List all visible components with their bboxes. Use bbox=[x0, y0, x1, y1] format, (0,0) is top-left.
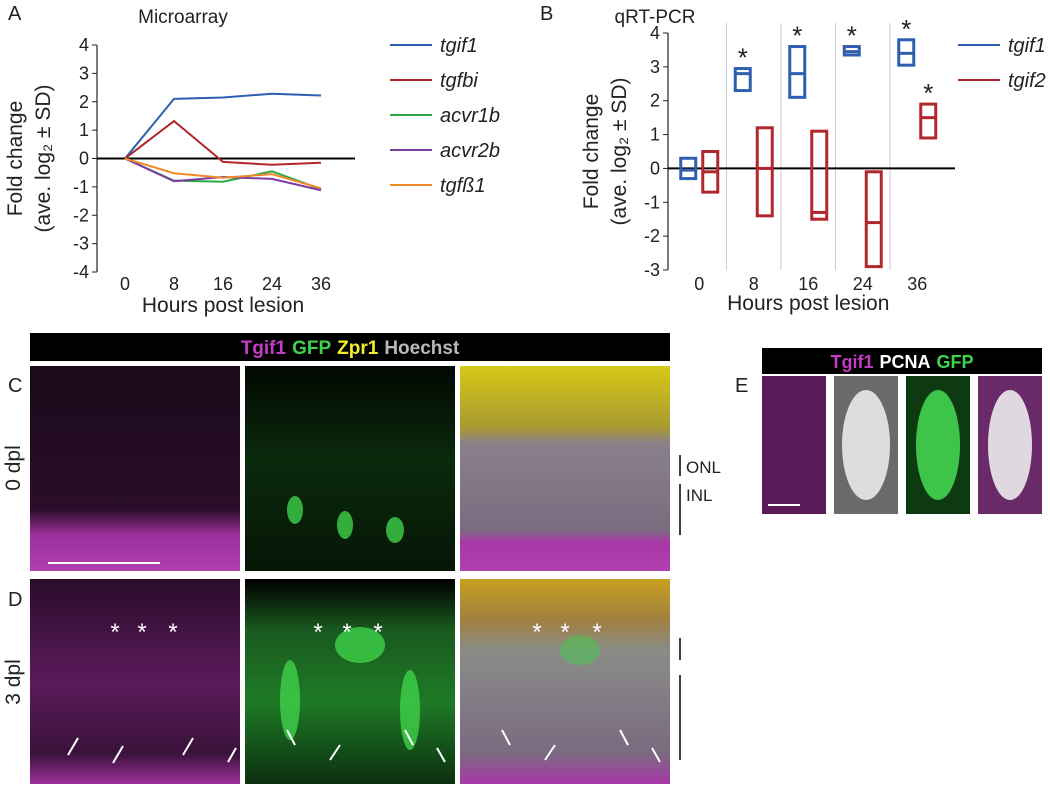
range-box bbox=[679, 156, 698, 181]
x-axis-label: Hours post lesion bbox=[727, 292, 889, 315]
legend-label: tgfß1 bbox=[440, 175, 486, 197]
header-word: Zpr1 bbox=[337, 338, 379, 359]
microscopy-panels bbox=[30, 333, 1042, 784]
x-tick-label: 0 bbox=[694, 274, 704, 294]
cell bbox=[988, 390, 1032, 500]
range-box bbox=[810, 129, 829, 221]
range-box bbox=[919, 102, 938, 140]
x-tick-label: 0 bbox=[120, 274, 130, 294]
y-axis-label: (ave. log₂ ± SD) bbox=[608, 77, 631, 225]
e-header-bar bbox=[762, 348, 1042, 374]
header-word: GFP bbox=[937, 352, 974, 372]
legend-label: acvr2b bbox=[440, 140, 500, 162]
panel-letter: C bbox=[8, 375, 22, 397]
x-tick-label: 8 bbox=[169, 274, 179, 294]
header-word: Hoechst bbox=[384, 338, 460, 359]
asterisk: * bbox=[168, 619, 177, 646]
range-box bbox=[755, 126, 774, 218]
image bbox=[762, 376, 826, 514]
asterisk: * bbox=[532, 619, 541, 646]
header-word: PCNA bbox=[879, 352, 930, 372]
y-tick-label: 3 bbox=[650, 57, 660, 77]
range-box bbox=[733, 67, 752, 93]
chart-title: Microarray bbox=[138, 7, 228, 28]
layer-label: INL bbox=[686, 486, 712, 505]
x-tick-label: 24 bbox=[262, 274, 282, 294]
significance: * bbox=[792, 21, 802, 51]
header-text: Tgif1 PCNA GFP bbox=[830, 352, 973, 372]
line bbox=[124, 92, 322, 160]
legend-label: tgif1 bbox=[440, 35, 478, 57]
cell bbox=[916, 390, 960, 500]
range-box bbox=[864, 170, 883, 269]
image bbox=[245, 366, 455, 571]
x-tick-label: 8 bbox=[749, 274, 759, 294]
y-axis-label: (ave. log₂ ± SD) bbox=[32, 84, 55, 232]
y-tick-label: -1 bbox=[73, 177, 89, 197]
x-tick-label: 36 bbox=[311, 274, 331, 294]
panel-letter: E bbox=[735, 375, 748, 397]
range-box bbox=[788, 45, 807, 99]
panel-letter: A bbox=[8, 3, 22, 25]
y-tick-label: -4 bbox=[73, 262, 89, 282]
asterisk: * bbox=[560, 619, 569, 646]
x-tick-label: 24 bbox=[853, 274, 873, 294]
asterisk: * bbox=[373, 619, 382, 646]
arrows bbox=[67, 729, 661, 764]
significance: * bbox=[738, 43, 748, 73]
cell bbox=[842, 390, 890, 500]
legend-label: acvr1b bbox=[440, 105, 500, 127]
row-label: 3 dpl bbox=[2, 659, 25, 705]
legend-label: tgif2 bbox=[1008, 70, 1046, 92]
image bbox=[30, 366, 240, 571]
y-tick-label: 0 bbox=[79, 149, 89, 169]
y-tick-label: 1 bbox=[79, 120, 89, 140]
x-tick-label: 16 bbox=[213, 274, 233, 294]
y-tick-label: 2 bbox=[79, 92, 89, 112]
y-tick-label: 1 bbox=[650, 125, 660, 145]
chart-title: qRT-PCR bbox=[615, 7, 696, 28]
header-word: Tgif1 bbox=[241, 338, 287, 359]
y-tick-label: 2 bbox=[650, 91, 660, 111]
image bbox=[30, 579, 240, 784]
y-axis-label: Fold change bbox=[580, 94, 603, 210]
y-tick-label: -2 bbox=[644, 226, 660, 246]
line bbox=[124, 119, 322, 166]
y-tick-label: -3 bbox=[644, 260, 660, 280]
asterisk: * bbox=[592, 619, 601, 646]
y-tick-label: 0 bbox=[650, 158, 660, 178]
panel-letter: D bbox=[8, 589, 22, 611]
significance: * bbox=[923, 78, 933, 108]
image bbox=[460, 579, 670, 784]
header-word: GFP bbox=[292, 338, 331, 359]
x-tick-label: 36 bbox=[907, 274, 927, 294]
y-axis-label: Fold change bbox=[4, 101, 27, 217]
panel-letter: B bbox=[540, 3, 553, 25]
y-tick-label: -1 bbox=[644, 192, 660, 212]
legend-label: tgfbi bbox=[440, 70, 478, 92]
legend-label: tgif1 bbox=[1008, 35, 1046, 57]
y-tick-label: 4 bbox=[79, 35, 89, 55]
y-tick-label: 4 bbox=[650, 23, 660, 43]
layer-label: ONL bbox=[686, 458, 721, 477]
y-tick-label: -3 bbox=[73, 234, 89, 254]
row-label: 0 dpl bbox=[2, 445, 25, 491]
line bbox=[124, 157, 322, 190]
significance: * bbox=[847, 21, 857, 51]
image bbox=[460, 366, 670, 571]
header-text: Tgif1 GFP Zpr1 Hoechst bbox=[241, 338, 460, 359]
y-tick-label: 3 bbox=[79, 63, 89, 83]
asterisk: * bbox=[137, 619, 146, 646]
image bbox=[245, 579, 455, 784]
asterisk: * bbox=[110, 619, 119, 646]
significance: * bbox=[901, 14, 911, 44]
y-tick-label: -2 bbox=[73, 205, 89, 225]
header-bar bbox=[30, 333, 670, 361]
x-axis-label: Hours post lesion bbox=[142, 294, 304, 317]
asterisk: * bbox=[342, 619, 351, 646]
asterisk: * bbox=[313, 619, 322, 646]
header-word: Tgif1 bbox=[830, 352, 873, 372]
x-tick-label: 16 bbox=[798, 274, 818, 294]
